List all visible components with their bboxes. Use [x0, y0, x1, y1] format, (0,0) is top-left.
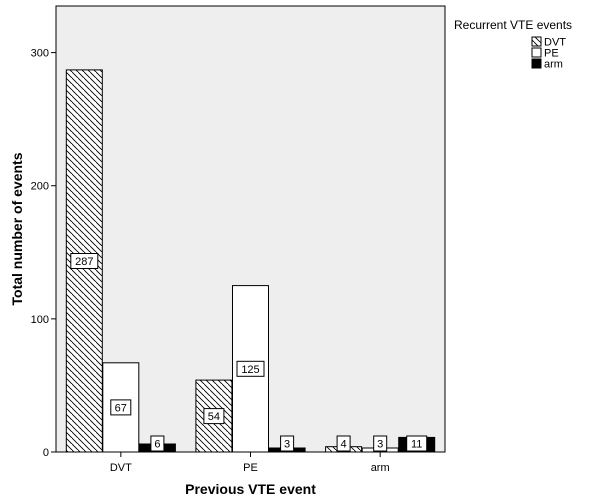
x-tick-label: DVT	[110, 462, 132, 474]
x-tick-label: PE	[243, 462, 258, 474]
legend-swatch-dvt	[531, 36, 542, 47]
y-tick-label: 100	[31, 314, 49, 326]
data-label: 54	[208, 411, 220, 423]
axes-group: DVT PE arm 0 100 200 300	[31, 48, 390, 474]
data-label-box	[373, 435, 388, 452]
legend-label-arm: arm	[544, 59, 563, 71]
legend-label-dvt: DVT	[544, 37, 566, 49]
legend-title: Recurrent VTE events	[454, 18, 572, 32]
data-label: 11	[411, 439, 422, 451]
data-label-box	[236, 360, 265, 377]
data-label: 3	[284, 439, 290, 451]
data-label: 6	[154, 439, 160, 451]
data-label-box	[280, 435, 295, 452]
data-label: 67	[115, 402, 127, 414]
data-label-box	[110, 399, 132, 416]
data-label-box	[406, 435, 428, 452]
y-tick-label: 200	[31, 181, 49, 193]
data-label: 125	[241, 364, 259, 376]
data-label-box	[336, 435, 351, 452]
data-labels-group: 287 67 6 54 125 3 4 3 11	[70, 253, 428, 452]
legend-label-pe: PE	[544, 48, 559, 60]
y-axis-title: Total number of events	[9, 152, 25, 305]
data-label: 3	[377, 439, 383, 451]
data-label-box	[150, 435, 165, 452]
y-tick-label: 0	[43, 447, 49, 459]
legend-swatch-arm	[531, 58, 542, 69]
data-label: 287	[75, 256, 93, 268]
data-label-box	[70, 253, 99, 269]
data-label: 4	[341, 439, 347, 451]
data-label-box	[203, 408, 225, 425]
x-tick-label: arm	[371, 462, 390, 474]
legend-swatch-pe	[531, 47, 542, 58]
x-axis-title: Previous VTE event	[185, 481, 316, 497]
y-tick-label: 300	[31, 48, 49, 60]
